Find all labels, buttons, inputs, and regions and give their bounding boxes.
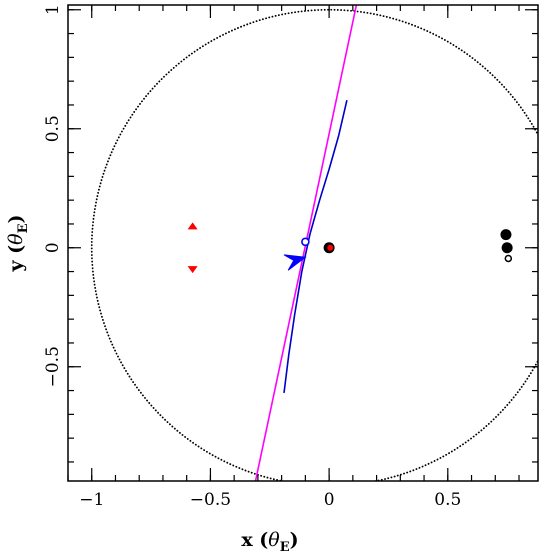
source-position-marker bbox=[302, 238, 309, 245]
lens-component-open-point bbox=[505, 255, 511, 261]
x-tick-label: 0 bbox=[324, 490, 335, 510]
caustic-curve bbox=[284, 100, 347, 393]
y-tick-label: 0 bbox=[43, 242, 63, 253]
y-tick-label: −0.5 bbox=[43, 346, 63, 387]
lens-component-point bbox=[500, 229, 511, 240]
einstein-ring bbox=[92, 10, 541, 486]
y-axis-label: y (θE) bbox=[5, 214, 31, 272]
x-tick-label: −1 bbox=[79, 490, 104, 510]
plot-content bbox=[92, 5, 541, 486]
x-axis-label: x (θE) bbox=[241, 529, 298, 555]
y-tick-label: 0.5 bbox=[43, 115, 63, 142]
tick-labels: −1 −0.5 0 0.5 −0.5 0 0.5 1 bbox=[43, 4, 461, 510]
red-caustic-marker bbox=[188, 266, 198, 273]
y-tick-label: 1 bbox=[43, 4, 63, 15]
lens-component-point bbox=[502, 242, 513, 253]
x-tick-label: −0.5 bbox=[190, 490, 231, 510]
red-caustic-marker bbox=[327, 245, 333, 251]
y-axis-label-group: y (θE) bbox=[5, 214, 31, 272]
x-tick-label: 0.5 bbox=[434, 490, 461, 510]
red-caustic-marker bbox=[188, 222, 198, 229]
